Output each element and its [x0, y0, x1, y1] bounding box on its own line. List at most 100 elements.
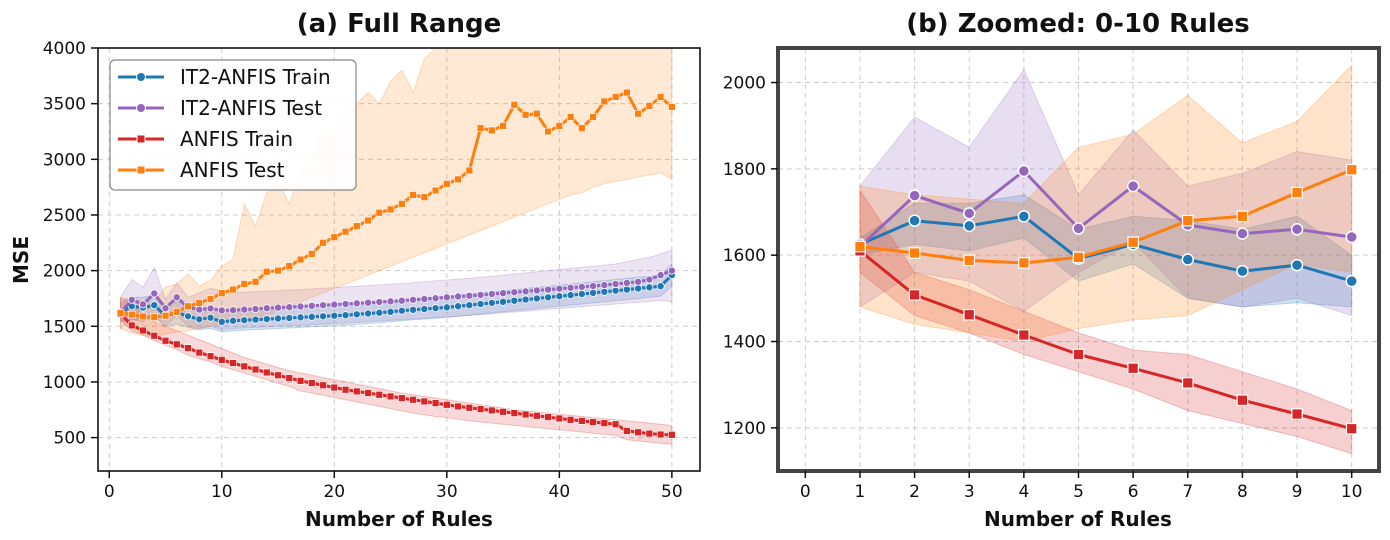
data-point — [409, 295, 418, 304]
data-point — [1181, 214, 1194, 227]
panel-b-xlabel: Number of Rules — [984, 507, 1172, 531]
data-point — [296, 302, 305, 311]
data-point — [431, 294, 440, 303]
y-tick-label: 4000 — [43, 39, 86, 59]
y-tick-label: 1500 — [43, 317, 86, 337]
x-tick-label: 20 — [323, 482, 345, 502]
panel-b-bands — [859, 64, 1353, 455]
x-tick-label: 7 — [1182, 482, 1193, 502]
y-tick-label: 1200 — [723, 419, 766, 439]
data-point — [1017, 210, 1031, 223]
data-point — [240, 280, 249, 288]
x-tick-label: 40 — [549, 482, 571, 502]
data-point — [1126, 179, 1140, 193]
data-point — [1018, 257, 1030, 269]
data-point — [409, 305, 418, 314]
x-tick-label: 5 — [1073, 482, 1084, 502]
legend-swatch-marker — [136, 72, 146, 82]
data-point — [521, 287, 530, 296]
confidence-band — [859, 188, 1353, 455]
data-point — [1018, 329, 1030, 341]
data-point — [296, 255, 305, 264]
data-point — [218, 289, 226, 297]
data-point — [240, 316, 249, 325]
y-tick-label: 3000 — [43, 150, 86, 170]
data-point — [330, 383, 339, 392]
data-point — [341, 386, 350, 394]
series-line — [859, 168, 1353, 265]
data-point — [499, 122, 507, 130]
data-point — [589, 418, 597, 426]
data-point — [1236, 264, 1249, 278]
data-point — [656, 93, 665, 101]
data-point — [375, 391, 384, 399]
data-point — [544, 413, 552, 421]
data-point — [656, 271, 665, 280]
data-point — [611, 420, 620, 428]
data-point — [150, 313, 158, 321]
data-point — [962, 219, 976, 233]
y-tick-label: 500 — [54, 429, 86, 449]
panel-full-range: (a) Full Range 0 10 20 30 40 50 500 1000 1500 200… — [9, 9, 701, 531]
legend-label: IT2-ANFIS Test — [180, 96, 322, 120]
data-point — [487, 290, 496, 299]
data-point — [364, 389, 372, 397]
data-point — [566, 291, 575, 300]
data-point — [150, 332, 158, 340]
data-point — [1181, 253, 1195, 266]
x-tick-label: 6 — [1128, 482, 1139, 502]
data-point — [544, 293, 553, 302]
data-point — [184, 302, 192, 310]
data-point — [1290, 223, 1304, 236]
panel-zoomed: (b) Zoomed: 0-10 Rules 0 1 2 3 4 5 6 7 8 9 10 1200 1… — [723, 9, 1381, 531]
data-point — [341, 227, 350, 236]
data-point — [454, 292, 463, 301]
data-point — [206, 313, 215, 322]
data-point — [499, 408, 507, 416]
data-point — [375, 209, 384, 217]
confidence-band — [859, 64, 1353, 343]
data-point — [195, 299, 203, 307]
x-tick-label: 30 — [436, 482, 458, 502]
x-tick-label: 4 — [1018, 482, 1029, 502]
data-point — [206, 304, 215, 313]
data-point — [1072, 348, 1085, 361]
data-point — [476, 300, 485, 309]
data-point — [443, 180, 451, 188]
data-point — [1345, 230, 1358, 244]
y-tick-label: 2000 — [43, 262, 86, 282]
data-point — [645, 429, 654, 438]
data-point — [229, 359, 237, 367]
data-point — [589, 288, 598, 297]
data-point — [330, 311, 339, 320]
data-point — [600, 287, 609, 296]
data-point — [308, 250, 316, 258]
data-point — [566, 283, 575, 292]
data-point — [544, 127, 552, 136]
data-point — [1236, 227, 1249, 240]
data-point — [667, 266, 676, 275]
data-point — [589, 281, 598, 290]
legend-label: IT2-ANFIS Train — [180, 65, 331, 89]
data-point — [262, 315, 271, 324]
data-point — [510, 409, 519, 417]
data-point — [499, 297, 508, 306]
x-tick-label: 1 — [855, 482, 866, 502]
x-tick-label: 10 — [211, 482, 233, 502]
data-point — [1345, 163, 1358, 176]
data-point — [251, 315, 260, 324]
data-point — [285, 262, 294, 270]
data-point — [431, 304, 440, 313]
x-tick-label: 50 — [661, 482, 683, 502]
panel-a-lines — [116, 88, 676, 439]
data-point — [330, 300, 339, 309]
confidence-band — [120, 297, 673, 445]
legend-label: ANFIS Train — [180, 127, 293, 151]
data-point — [161, 337, 170, 345]
series-line — [119, 312, 672, 437]
data-point — [184, 312, 193, 321]
data-point — [263, 368, 271, 377]
data-point — [476, 290, 485, 299]
data-point — [397, 306, 406, 315]
